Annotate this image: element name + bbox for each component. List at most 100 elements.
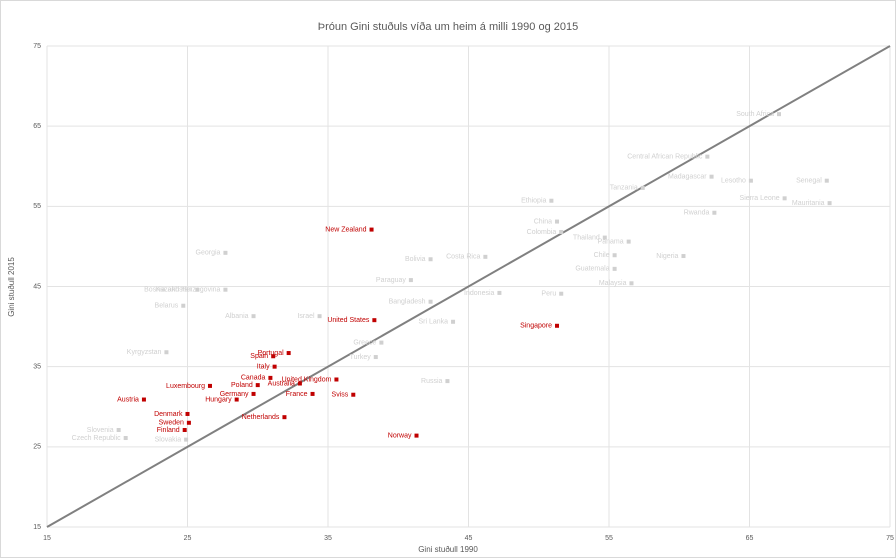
scatter-point bbox=[824, 178, 829, 183]
point-label: Panama bbox=[598, 238, 624, 245]
point-label: Bangladesh bbox=[389, 299, 426, 306]
point-label: Austria bbox=[117, 396, 139, 403]
scatter-point bbox=[640, 185, 645, 190]
scatter-point bbox=[408, 278, 413, 283]
scatter-point bbox=[268, 375, 273, 380]
point-label: Luxembourg bbox=[166, 383, 205, 390]
point-label: Slovenia bbox=[87, 427, 114, 434]
point-label: Peru bbox=[541, 291, 556, 298]
x-tick-label: 25 bbox=[184, 535, 192, 542]
scatter-point bbox=[372, 318, 377, 323]
point-label: Czech Republic bbox=[72, 435, 122, 442]
point-label: Senegal bbox=[796, 178, 822, 185]
point-label: Bolivia bbox=[405, 256, 426, 263]
point-label: Kazakhstan bbox=[156, 287, 193, 294]
scatter-point bbox=[271, 354, 276, 359]
scatter-point bbox=[282, 415, 287, 420]
scatter-point bbox=[549, 198, 554, 203]
scatter-point bbox=[428, 299, 433, 304]
scatter-point bbox=[777, 112, 782, 117]
point-label: Tanzania bbox=[610, 185, 638, 192]
point-label: Chile bbox=[594, 252, 610, 259]
point-label: Indonesia bbox=[464, 290, 494, 297]
scatter-point bbox=[255, 383, 260, 388]
point-label: Slovakia bbox=[155, 436, 182, 443]
y-tick-label: 15 bbox=[33, 524, 41, 531]
scatter-point bbox=[286, 351, 291, 356]
scatter-point bbox=[195, 287, 200, 292]
point-label: Sweden bbox=[159, 420, 184, 427]
point-label: Sri Lanka bbox=[418, 319, 448, 326]
point-label: Thailand bbox=[573, 234, 600, 241]
point-label: Australia bbox=[268, 380, 295, 387]
scatter-point bbox=[451, 319, 456, 324]
scatter-point bbox=[184, 437, 189, 442]
x-tick-label: 15 bbox=[43, 535, 51, 542]
x-tick-label: 55 bbox=[605, 535, 613, 542]
point-label: Denmark bbox=[154, 411, 183, 418]
scatter-point bbox=[116, 427, 121, 432]
point-label: Germany bbox=[220, 391, 249, 398]
point-label: Madagascar bbox=[668, 174, 707, 181]
point-label: Greece bbox=[353, 339, 376, 346]
point-label: Italy bbox=[257, 364, 270, 371]
point-label: Sierra Leone bbox=[740, 195, 780, 202]
point-label: Finland bbox=[157, 427, 180, 434]
scatter-point bbox=[181, 303, 186, 308]
scatter-point bbox=[185, 411, 190, 416]
scatter-point bbox=[234, 397, 239, 402]
point-label: Ethiopia bbox=[521, 198, 546, 205]
point-label: Guatemala bbox=[575, 266, 609, 273]
point-label: Poland bbox=[231, 382, 253, 389]
scatter-point bbox=[559, 291, 564, 296]
scatter-point bbox=[272, 364, 277, 369]
point-label: Colombia bbox=[527, 229, 557, 236]
scatter-point bbox=[681, 254, 686, 259]
point-label: United States bbox=[327, 317, 370, 324]
point-label: South Africa bbox=[736, 111, 774, 118]
point-label: France bbox=[286, 391, 308, 398]
scatter-point bbox=[207, 383, 212, 388]
point-label: Sviss bbox=[332, 392, 349, 399]
scatter-point bbox=[483, 254, 488, 259]
point-label: China bbox=[534, 218, 552, 225]
point-label: New Zealand bbox=[325, 226, 366, 233]
scatter-point bbox=[612, 253, 617, 258]
point-label: Spain bbox=[250, 353, 268, 360]
scatter-point bbox=[626, 239, 631, 244]
point-label: Netherlands bbox=[242, 414, 280, 421]
point-label: Mauritania bbox=[792, 200, 825, 207]
scatter-point bbox=[602, 235, 607, 240]
point-label: Rwanda bbox=[684, 210, 710, 217]
scatter-point bbox=[748, 178, 753, 183]
point-label: Central African Republic bbox=[627, 153, 703, 160]
point-label: Israel bbox=[297, 313, 315, 320]
point-label: Portugal bbox=[258, 350, 285, 357]
scatter-point bbox=[497, 290, 502, 295]
scatter-point bbox=[297, 381, 302, 386]
scatter-point bbox=[317, 314, 322, 319]
scatter-point bbox=[251, 314, 256, 319]
y-tick-label: 25 bbox=[33, 444, 41, 451]
point-label: Malaysia bbox=[599, 280, 627, 287]
y-tick-label: 45 bbox=[33, 283, 41, 290]
x-tick-label: 65 bbox=[746, 535, 754, 542]
scatter-point bbox=[705, 154, 710, 159]
point-label: Albania bbox=[225, 313, 248, 320]
point-label: Bosnia and Herzegovina bbox=[144, 287, 220, 294]
scatter-point bbox=[445, 379, 450, 384]
y-axis-label: Gini stuðull 2015 bbox=[7, 257, 16, 317]
y-tick-label: 75 bbox=[33, 43, 41, 50]
scatter-point bbox=[251, 391, 256, 396]
point-label: Norway bbox=[388, 432, 412, 439]
point-label: Russia bbox=[421, 378, 443, 385]
scatter-point bbox=[334, 377, 339, 382]
scatter-point bbox=[612, 266, 617, 271]
scatter-point bbox=[182, 427, 187, 432]
y-tick-label: 55 bbox=[33, 203, 41, 210]
scatter-point bbox=[310, 391, 315, 396]
point-label: Lesotho bbox=[721, 178, 746, 185]
scatter-point bbox=[186, 420, 191, 425]
